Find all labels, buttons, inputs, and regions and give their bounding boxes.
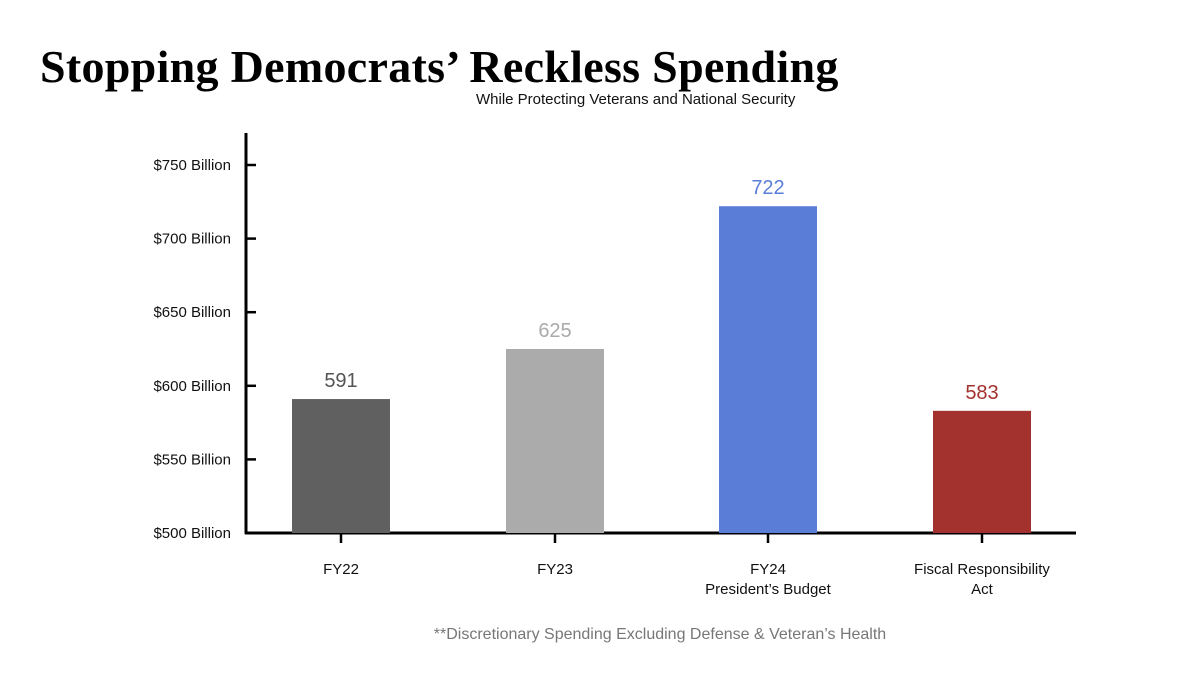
y-tick-label: $600 Billion (153, 378, 231, 395)
data-label: 625 (538, 320, 571, 342)
y-tick-label: $500 Billion (153, 525, 231, 542)
data-label: 591 (324, 370, 357, 392)
x-tick-label: FY24 (750, 561, 786, 578)
bar (719, 206, 817, 533)
x-tick-label: Fiscal Responsibility (914, 561, 1050, 578)
bar (933, 410, 1031, 533)
y-tick-label: $750 Billion (153, 157, 231, 174)
data-label: 583 (965, 382, 998, 404)
y-tick-label: $700 Billion (153, 231, 231, 248)
chart-title: Stopping Democrats’ Reckless Spending (40, 41, 839, 92)
x-tick-label: FY22 (323, 561, 359, 578)
x-tick-label: President’s Budget (705, 581, 831, 598)
x-tick-label: Act (971, 581, 994, 598)
bar (292, 399, 390, 533)
x-tick-label: FY23 (537, 561, 573, 578)
y-tick-label: $550 Billion (153, 451, 231, 468)
chart-subtitle: While Protecting Veterans and National S… (476, 91, 796, 108)
y-tick-label: $650 Billion (153, 304, 231, 321)
data-label: 722 (751, 177, 784, 199)
footnote: **Discretionary Spending Excluding Defen… (433, 626, 887, 643)
bar (506, 349, 604, 533)
